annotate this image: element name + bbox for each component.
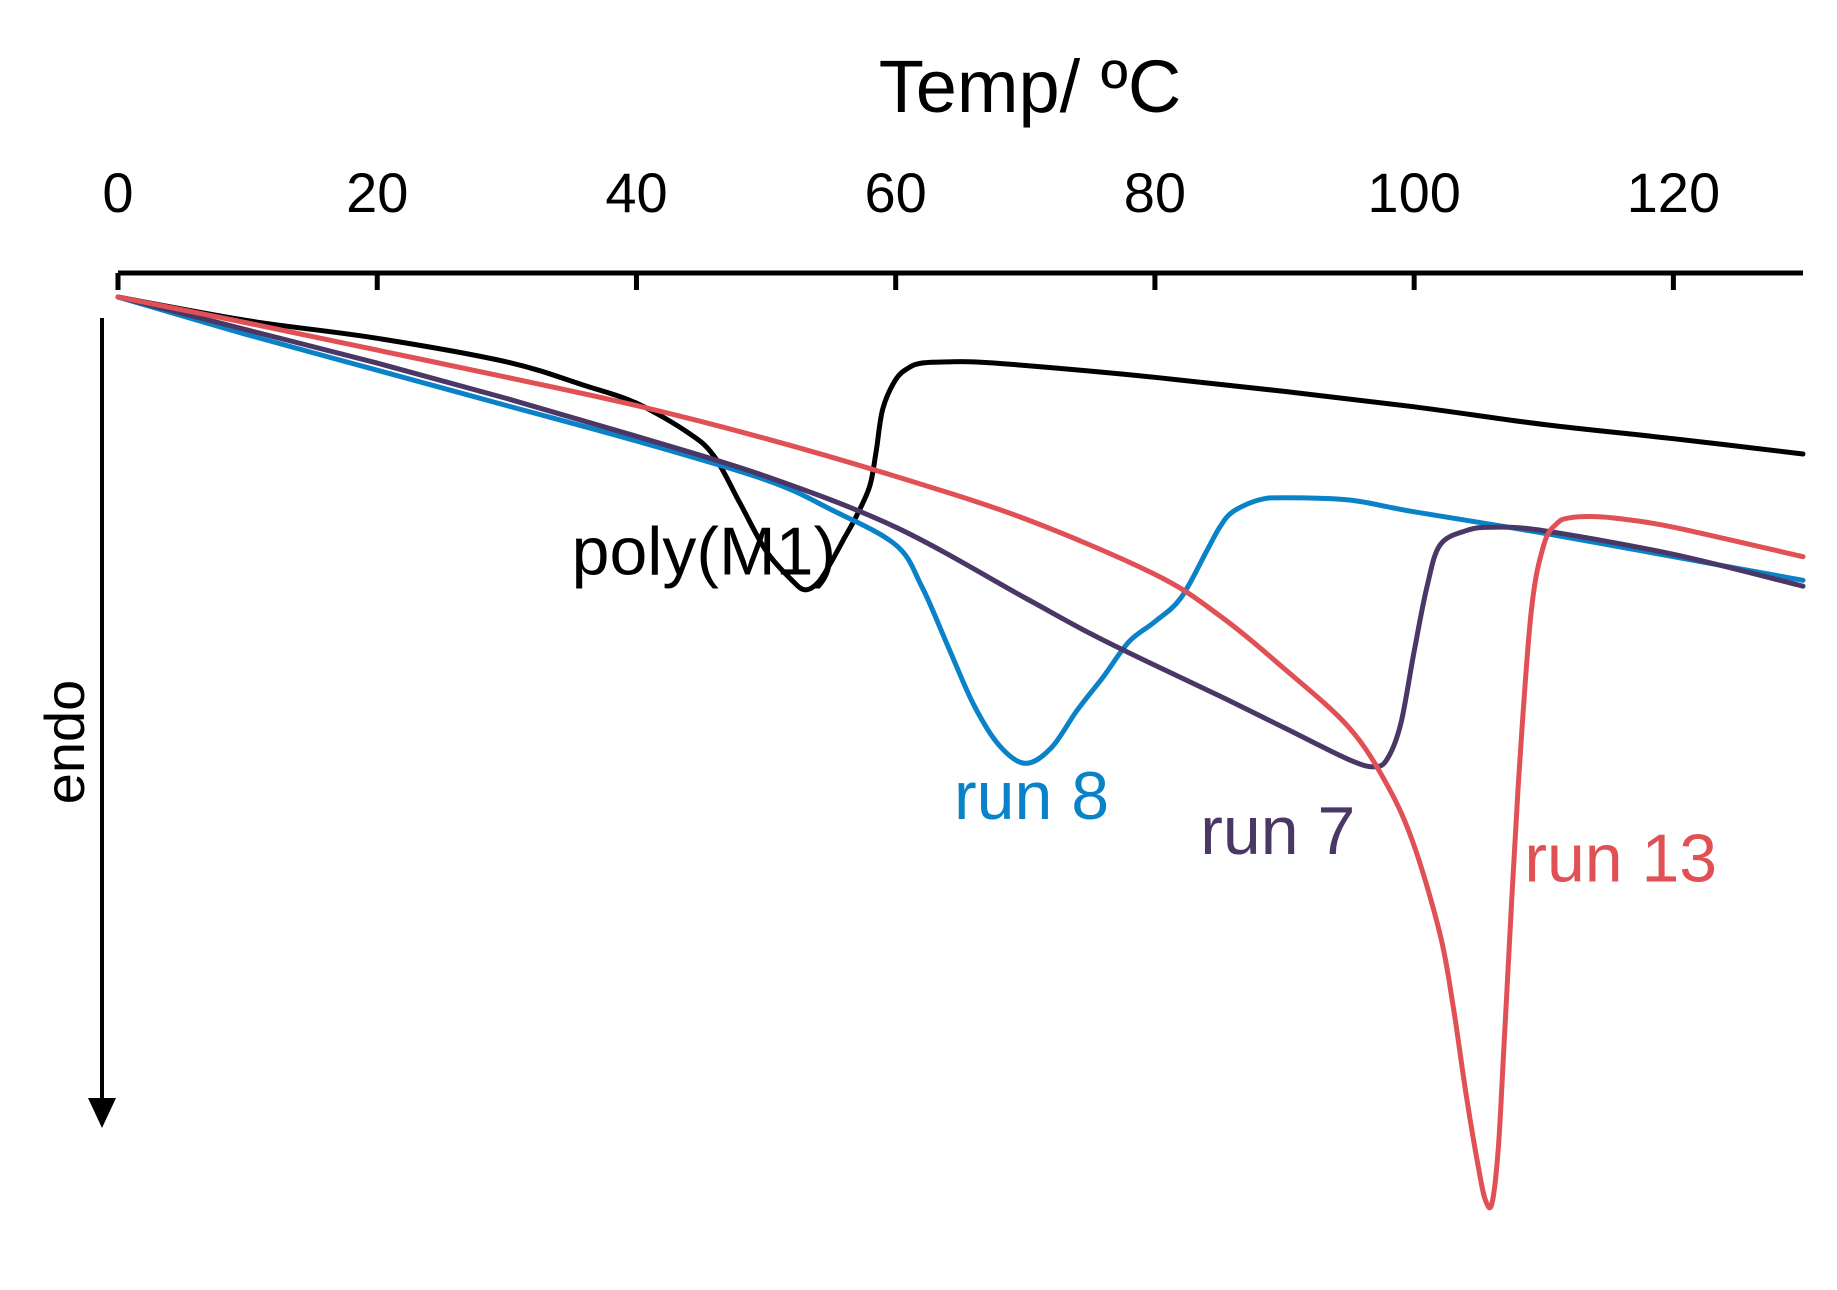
series-label-poly-m1: poly(M1) (572, 513, 837, 589)
series-label-run-7: run 7 (1200, 793, 1355, 869)
x-tick-label: 20 (346, 161, 408, 224)
curves (115, 294, 1806, 1211)
series-label-run-13: run 13 (1524, 820, 1717, 896)
series-line-poly-m1 (115, 294, 1806, 593)
series-label-run-8: run 8 (954, 758, 1109, 834)
x-tick-label: 120 (1627, 161, 1720, 224)
x-tick-labels: 0 20 40 60 80 100 120 (102, 161, 1720, 224)
x-tick-label: 40 (605, 161, 667, 224)
series-line-run-7 (115, 294, 1806, 770)
x-tick-label: 60 (865, 161, 927, 224)
x-ticks (115, 273, 1676, 290)
y-axis-title: endo (33, 680, 96, 805)
x-tick-label: 100 (1367, 161, 1460, 224)
series-labels: poly(M1) run 8 run 7 run 13 (572, 513, 1717, 896)
x-tick-label: 80 (1124, 161, 1186, 224)
series-line-run-8 (115, 294, 1806, 766)
series-line-run-13 (115, 294, 1806, 1211)
x-tick-label: 0 (102, 161, 133, 224)
endo-arrow-head-icon (88, 1098, 116, 1128)
x-axis-title: Temp/ ºC (879, 45, 1182, 128)
